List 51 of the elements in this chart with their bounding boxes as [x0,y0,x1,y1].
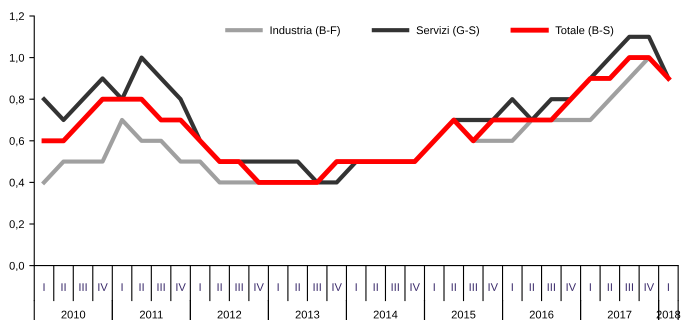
x-tick-label: IV [488,283,498,291]
x-tick-label: I [512,283,513,291]
y-tick-label: 0,8 [10,95,24,105]
x-tick-label: IV [644,283,654,291]
x-tick-label: II [218,283,222,291]
x-tick-label: I [434,283,435,291]
x-tick-label: III [157,283,165,291]
x-tick-label: IV [98,283,108,291]
x-tick-label: II [530,283,534,291]
x-tick-label: IV [332,283,342,291]
legend-label: Servizi (G-S) [416,26,479,36]
y-tick-label: 0,6 [10,137,24,146]
legend-label: Industria (B-F) [270,26,340,36]
y-tick-label: 0,2 [10,220,24,230]
x-tick-label: I [43,283,45,291]
x-tick-label: III [626,283,633,291]
x-tick-label: II [374,283,378,291]
y-tick-label: 0,0 [10,262,24,272]
x-tick-label: III [236,283,243,291]
text: 2011 [140,310,163,319]
x-tick-label: II [608,283,612,291]
x-tick-label: II [140,283,144,291]
y-tick-label: 1,0 [10,54,24,64]
text: 2013 [296,310,320,319]
x-tick-label: III [548,283,555,291]
x-tick-label: IV [254,283,264,291]
y-tick-label: 1,2 [10,12,24,22]
text: 2014 [374,310,398,319]
text: 2016 [530,310,554,319]
x-tick-label: I [278,283,279,291]
x-tick-label: II [61,283,66,291]
legend-label: Totale (B-S) [555,26,614,36]
x-tick-label: I [356,283,357,291]
x-tick-label: I [200,283,201,291]
text: 2015 [452,310,476,319]
y-tick-label: 0,4 [10,178,24,188]
x-tick-label: III [79,283,87,291]
x-tick-label: III [314,283,321,291]
text: 2017 [608,310,632,319]
x-tick-label: IV [176,283,186,291]
text: 2010 [61,310,86,319]
x-tick-label: III [392,283,399,291]
x-tick-label: I [590,283,591,291]
x-tick-label: II [452,283,456,291]
x-tick-label: I [668,283,669,291]
x-tick-label: III [470,283,477,291]
x-tick-label: II [296,283,300,291]
x-tick-label: IV [410,283,420,291]
text: 2012 [218,310,242,319]
x-tick-label: I [122,283,123,291]
x-tick-label: IV [566,283,576,291]
